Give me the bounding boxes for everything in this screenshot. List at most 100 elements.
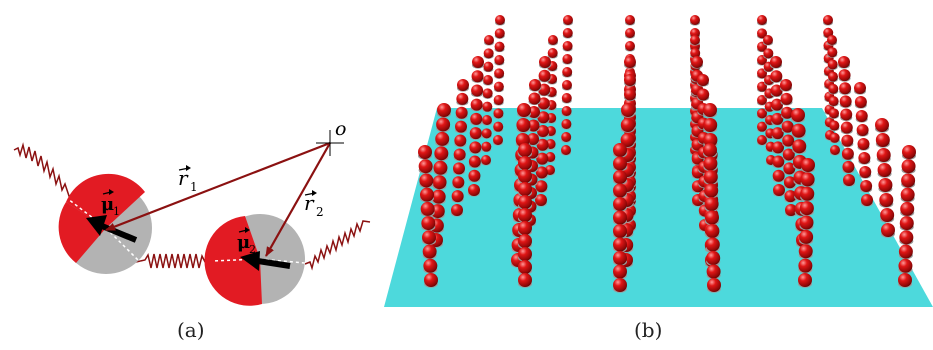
spring-middle <box>135 253 214 269</box>
bead <box>451 190 464 203</box>
bead <box>703 118 718 132</box>
bead <box>613 143 627 157</box>
r2-label: r 2 <box>304 190 324 219</box>
bead <box>562 54 573 64</box>
bead <box>561 132 572 142</box>
bead <box>827 59 838 70</box>
dipole-2 <box>204 214 306 306</box>
bead <box>838 56 850 68</box>
bead <box>528 92 541 105</box>
bead <box>697 88 710 101</box>
bead-chain <box>838 56 855 187</box>
bead <box>875 118 889 132</box>
bead <box>839 82 852 95</box>
bead-chain <box>854 82 873 207</box>
bead <box>690 28 700 38</box>
bead <box>431 189 446 204</box>
bead <box>772 169 785 182</box>
bead-chain <box>898 145 916 288</box>
bead-chain <box>798 158 815 288</box>
bead <box>773 184 785 196</box>
bead <box>494 41 505 52</box>
bead <box>829 132 840 143</box>
svg-text:2: 2 <box>249 243 256 256</box>
bead <box>518 247 532 261</box>
svg-text:r: r <box>304 191 315 215</box>
bead <box>800 186 815 201</box>
bead <box>782 134 795 147</box>
bead <box>424 273 438 287</box>
bead <box>613 278 627 292</box>
bead <box>421 216 436 231</box>
bead <box>704 183 719 198</box>
bead <box>613 170 627 184</box>
bead <box>876 148 891 162</box>
dipole-1 <box>58 173 152 274</box>
bead <box>455 106 468 119</box>
bead <box>875 133 890 147</box>
bead <box>706 251 721 265</box>
bead <box>471 84 484 97</box>
bead <box>468 155 481 168</box>
bead-chain <box>481 35 494 166</box>
bead <box>771 127 784 140</box>
bead <box>707 278 721 292</box>
bead <box>453 162 465 175</box>
bead <box>518 195 532 209</box>
bead <box>613 210 627 225</box>
bead <box>757 135 767 145</box>
bead <box>757 121 767 132</box>
bead <box>703 103 717 117</box>
bead <box>690 48 701 58</box>
mu2-label: μ 2 <box>237 227 256 256</box>
bead <box>624 88 636 101</box>
bead <box>483 75 493 85</box>
bead <box>854 96 867 108</box>
bead-chain <box>780 79 797 217</box>
bead <box>547 48 558 58</box>
bead-chains <box>418 15 916 293</box>
bead <box>482 115 492 125</box>
bead <box>457 79 469 91</box>
bead <box>535 180 548 193</box>
bead <box>561 93 572 103</box>
bead <box>757 28 767 39</box>
bead <box>859 166 872 178</box>
bead <box>527 119 540 132</box>
bead <box>419 173 434 188</box>
bead <box>782 148 795 161</box>
bead <box>613 237 627 252</box>
bead-chain <box>770 56 785 197</box>
bead <box>494 68 505 79</box>
bead <box>880 208 895 222</box>
bead-chain <box>703 143 721 293</box>
bead <box>899 216 914 231</box>
bead <box>625 28 635 38</box>
bead <box>625 15 635 25</box>
bead <box>538 69 551 82</box>
bead <box>481 128 492 139</box>
svg-text:r: r <box>178 166 189 190</box>
bead <box>535 194 547 206</box>
bead <box>613 251 627 265</box>
spring-left <box>13 142 73 206</box>
bead <box>798 244 813 259</box>
bead <box>483 48 494 59</box>
bead <box>494 28 505 39</box>
bead <box>798 273 812 287</box>
bead <box>770 70 783 83</box>
bead-chain <box>535 56 551 207</box>
bead <box>518 169 532 183</box>
bead <box>423 258 438 273</box>
bead <box>879 193 894 207</box>
bead <box>784 190 797 203</box>
bead <box>763 48 774 59</box>
bead <box>455 120 467 133</box>
caption-b: (b) <box>634 318 663 342</box>
bead <box>798 258 813 273</box>
bead <box>436 117 451 132</box>
bead <box>562 67 573 77</box>
bead <box>690 35 700 45</box>
bead <box>830 145 840 155</box>
bead-chain <box>561 15 573 156</box>
